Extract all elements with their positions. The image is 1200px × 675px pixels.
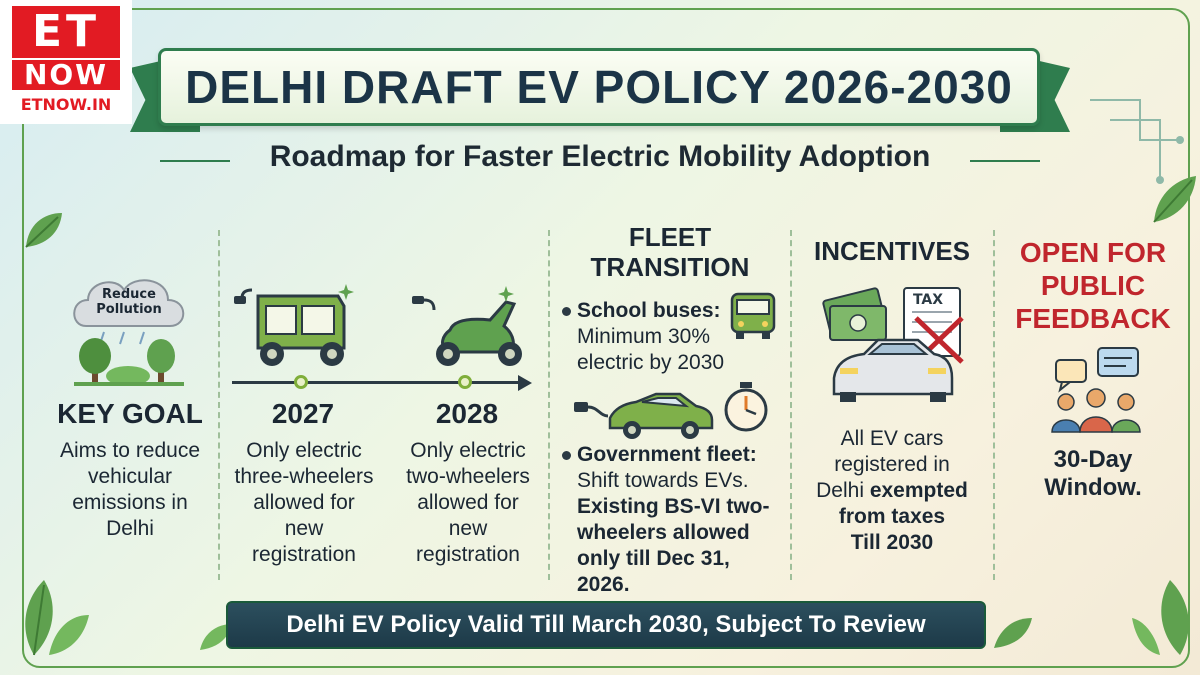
gov-fleet-line: Shift towards EVs.	[577, 469, 749, 492]
column-divider	[218, 230, 220, 580]
timeline-dot	[294, 375, 308, 389]
gov-fleet-line: 2026.	[577, 573, 630, 596]
incentives-word: Delhi	[816, 479, 864, 502]
timeline-2027-text: Only electric three-wheelers allowed for…	[224, 438, 384, 568]
leaf-icon	[200, 624, 232, 650]
border-frame	[22, 8, 1190, 668]
incentives-line: registered in	[834, 453, 950, 476]
feedback-window: 30-Day Window.	[1000, 446, 1186, 502]
cloud-label-line: Reduce	[102, 287, 156, 302]
gov-fleet-line: wheelers allowed	[577, 521, 750, 544]
sparkle-icon	[338, 284, 354, 300]
incentives-line: from taxes	[838, 505, 946, 528]
key-goal-line: vehicular	[87, 465, 173, 488]
gov-fleet-block: Government fleet: Shift towards EVs. Exi…	[562, 442, 788, 598]
stopwatch-icon	[724, 382, 768, 432]
column-divider	[790, 230, 792, 580]
leaf-icon	[25, 580, 89, 656]
page-title: DELHI DRAFT EV POLICY 2026-2030	[185, 61, 1013, 113]
feedback-window-line: 30-Day	[1053, 446, 1133, 473]
incentives-word-bold: exempted	[869, 479, 968, 502]
timeline-arrow	[518, 375, 532, 391]
timeline-line-text: Only electric	[246, 439, 362, 462]
leaf-icon	[994, 618, 1032, 648]
fleet-heading-line: FLEET	[628, 222, 712, 252]
leaf-icon	[25, 213, 62, 248]
gov-fleet-line: Existing BS-VI two-	[577, 495, 770, 518]
key-goal-heading: KEY GOAL	[57, 398, 203, 429]
school-bus-icon	[730, 292, 776, 339]
incentives-line: Till 2030	[850, 531, 934, 554]
logo-et-text: ET	[12, 6, 120, 58]
gov-fleet-line: only till Dec 31,	[577, 547, 730, 570]
year-2027: 2027	[271, 398, 335, 429]
incentives-line: All EV cars	[840, 427, 944, 450]
bullet-dot	[562, 450, 571, 460]
cloud-label: Reduce Pollution	[84, 287, 174, 317]
timeline-line-text: new	[448, 517, 488, 540]
timeline-line-text: three-wheelers	[234, 465, 374, 488]
footer-banner: Delhi EV Policy Valid Till March 2030, S…	[226, 601, 986, 649]
leaf-icon	[1153, 176, 1196, 223]
page-subtitle: Roadmap for Faster Electric Mobility Ado…	[160, 140, 1040, 182]
timeline-line-text: registration	[252, 543, 356, 566]
incentives-text: All EV cars registered in Delhi exempted…	[796, 426, 988, 556]
school-bus-label: School buses:	[577, 299, 721, 322]
timeline-dot	[458, 375, 472, 389]
circuit-decoration	[1090, 99, 1184, 184]
key-goal-line: Delhi	[106, 517, 154, 540]
column-divider	[548, 230, 550, 580]
sparkle-icon	[498, 286, 514, 302]
feedback-heading-line: FEEDBACK	[1015, 303, 1171, 334]
timeline-2028-text: Only electric two-wheelers allowed for n…	[388, 438, 548, 568]
footer-text: Delhi EV Policy Valid Till March 2030, S…	[286, 611, 926, 638]
logo-now-text: NOW	[12, 60, 120, 90]
timeline-line-text: two-wheelers	[406, 465, 530, 488]
key-goal-text: Aims to reduce vehicular emissions in De…	[40, 438, 220, 542]
title-banner: DELHI DRAFT EV POLICY 2026-2030	[158, 48, 1040, 126]
feedback-window-line: Window.	[1044, 474, 1142, 501]
timeline-line-text: allowed for	[417, 491, 519, 514]
feedback-heading: OPEN FOR PUBLIC FEEDBACK	[1000, 236, 1186, 335]
tax-label: TAX	[912, 292, 944, 308]
ev-car-plug-icon	[574, 392, 714, 439]
timeline-line-text: allowed for	[253, 491, 355, 514]
cloud-label-line: Pollution	[96, 302, 162, 317]
cash-tax-car-icon	[822, 287, 964, 402]
reduce-pollution-icon	[73, 279, 185, 386]
feedback-heading-line: OPEN FOR	[1019, 237, 1167, 268]
school-bus-line: Minimum 30%	[577, 325, 711, 348]
key-goal-line: emissions in	[72, 491, 188, 514]
school-bus-block: School buses: Minimum 30% electric by 20…	[562, 298, 732, 376]
bullet-dot	[562, 306, 571, 316]
logo-url-text: ETNOW.IN	[20, 95, 112, 114]
key-goal-line: Aims to reduce	[59, 439, 201, 462]
timeline-line-text: new	[284, 517, 324, 540]
year-2028: 2028	[435, 398, 499, 429]
gov-fleet-label: Government fleet:	[577, 443, 757, 466]
incentives-heading: INCENTIVES	[813, 236, 971, 266]
et-now-logo: ET NOW ETNOW.IN	[0, 0, 132, 124]
feedback-heading-line: PUBLIC	[1040, 270, 1146, 301]
fleet-heading-line: TRANSITION	[590, 252, 750, 282]
people-chat-icon	[1051, 347, 1141, 433]
incentives-line: Delhi exempted	[796, 478, 988, 504]
column-divider	[993, 230, 995, 580]
timeline-line-text: registration	[416, 543, 520, 566]
auto-rickshaw-icon	[234, 288, 346, 366]
scooter-icon	[412, 296, 522, 366]
school-bus-line: electric by 2030	[577, 351, 725, 374]
fleet-heading: FLEET TRANSITION	[560, 222, 780, 282]
leaf-icon	[1132, 580, 1189, 655]
timeline-line	[232, 381, 522, 384]
timeline-line-text: Only electric	[410, 439, 526, 462]
